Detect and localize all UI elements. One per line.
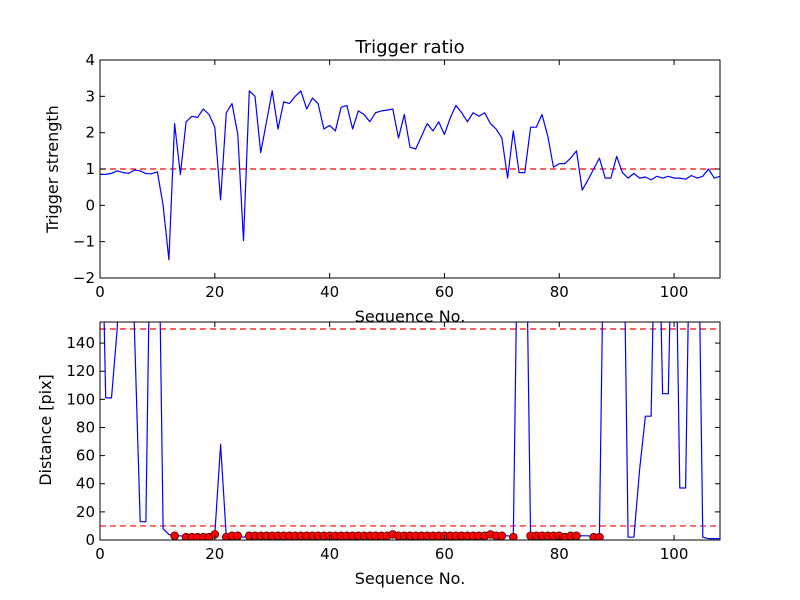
bottom-x-tick-label: 100 <box>660 545 689 563</box>
bottom-x-tick-label: 20 <box>205 545 224 563</box>
bottom-match-point <box>595 532 604 540</box>
bottom-y-tick-label: 100 <box>66 390 95 408</box>
bottom-y-tick-label: 40 <box>76 475 95 493</box>
top-x-tick-label: 0 <box>95 283 105 301</box>
top-series-layer <box>100 90 720 261</box>
top-x-axis-label: Sequence No. <box>355 307 466 326</box>
bottom-frame <box>99 321 721 541</box>
bottom-match-point <box>509 532 518 540</box>
top-chart-title: Trigger ratio <box>354 37 464 58</box>
top-y-tick-label: 3 <box>85 87 95 105</box>
top-x-tick-label: 80 <box>550 283 569 301</box>
bottom-y-axis-label: Distance [pix] <box>36 374 55 486</box>
top-y-tick-label: 0 <box>85 196 95 214</box>
bottom-y-tick-label: 80 <box>76 418 95 436</box>
bottom-y-tick-label: 60 <box>76 447 95 465</box>
top-y-tick-label: −1 <box>73 233 95 251</box>
bottom-x-tick-label: 0 <box>95 545 105 563</box>
top-y-tick-label: 1 <box>85 160 95 178</box>
bottom-y-tick-label: 120 <box>66 362 95 380</box>
bottom-x-axis-label: Sequence No. <box>355 569 466 588</box>
top-chart: Trigger ratio 0 20 40 60 80 100 −2 −1 0 1 2 3 4 Sequ… <box>43 37 721 326</box>
bottom-plot-area: 0 20 40 60 80 100 0 20 40 60 80 100 120 140 <box>66 321 721 563</box>
top-y-tick-label: −2 <box>73 269 95 287</box>
bottom-x-tick-label: 40 <box>320 545 339 563</box>
bottom-y-tick-label: 0 <box>85 531 95 549</box>
bottom-match-point <box>170 531 179 540</box>
top-y-axis-label: Trigger strength <box>43 105 62 234</box>
bottom-background <box>100 322 720 540</box>
bottom-match-point <box>233 531 243 540</box>
top-series-line-0 <box>100 90 720 261</box>
top-plot-area: 0 20 40 60 80 100 −2 −1 0 1 2 3 4 <box>73 51 721 301</box>
bottom-x-tick-label: 80 <box>550 545 569 563</box>
bottom-match-point <box>497 531 507 540</box>
top-y-tick-label: 4 <box>85 51 95 69</box>
top-x-tick-label: 60 <box>435 283 454 301</box>
bottom-chart: 0 20 40 60 80 100 0 20 40 60 80 100 120 140 Sequence … <box>36 321 721 588</box>
bottom-y-tick-label: 20 <box>76 503 95 521</box>
bottom-series-layer <box>100 322 720 540</box>
bottom-match-point <box>572 531 581 540</box>
bottom-x-tick-label: 60 <box>435 545 454 563</box>
top-x-tick-label: 20 <box>205 283 224 301</box>
bottom-y-tick-label: 140 <box>66 334 95 352</box>
top-x-tick-label: 40 <box>320 283 339 301</box>
top-y-tick-label: 2 <box>85 124 95 142</box>
top-x-tick-label: 100 <box>660 283 689 301</box>
